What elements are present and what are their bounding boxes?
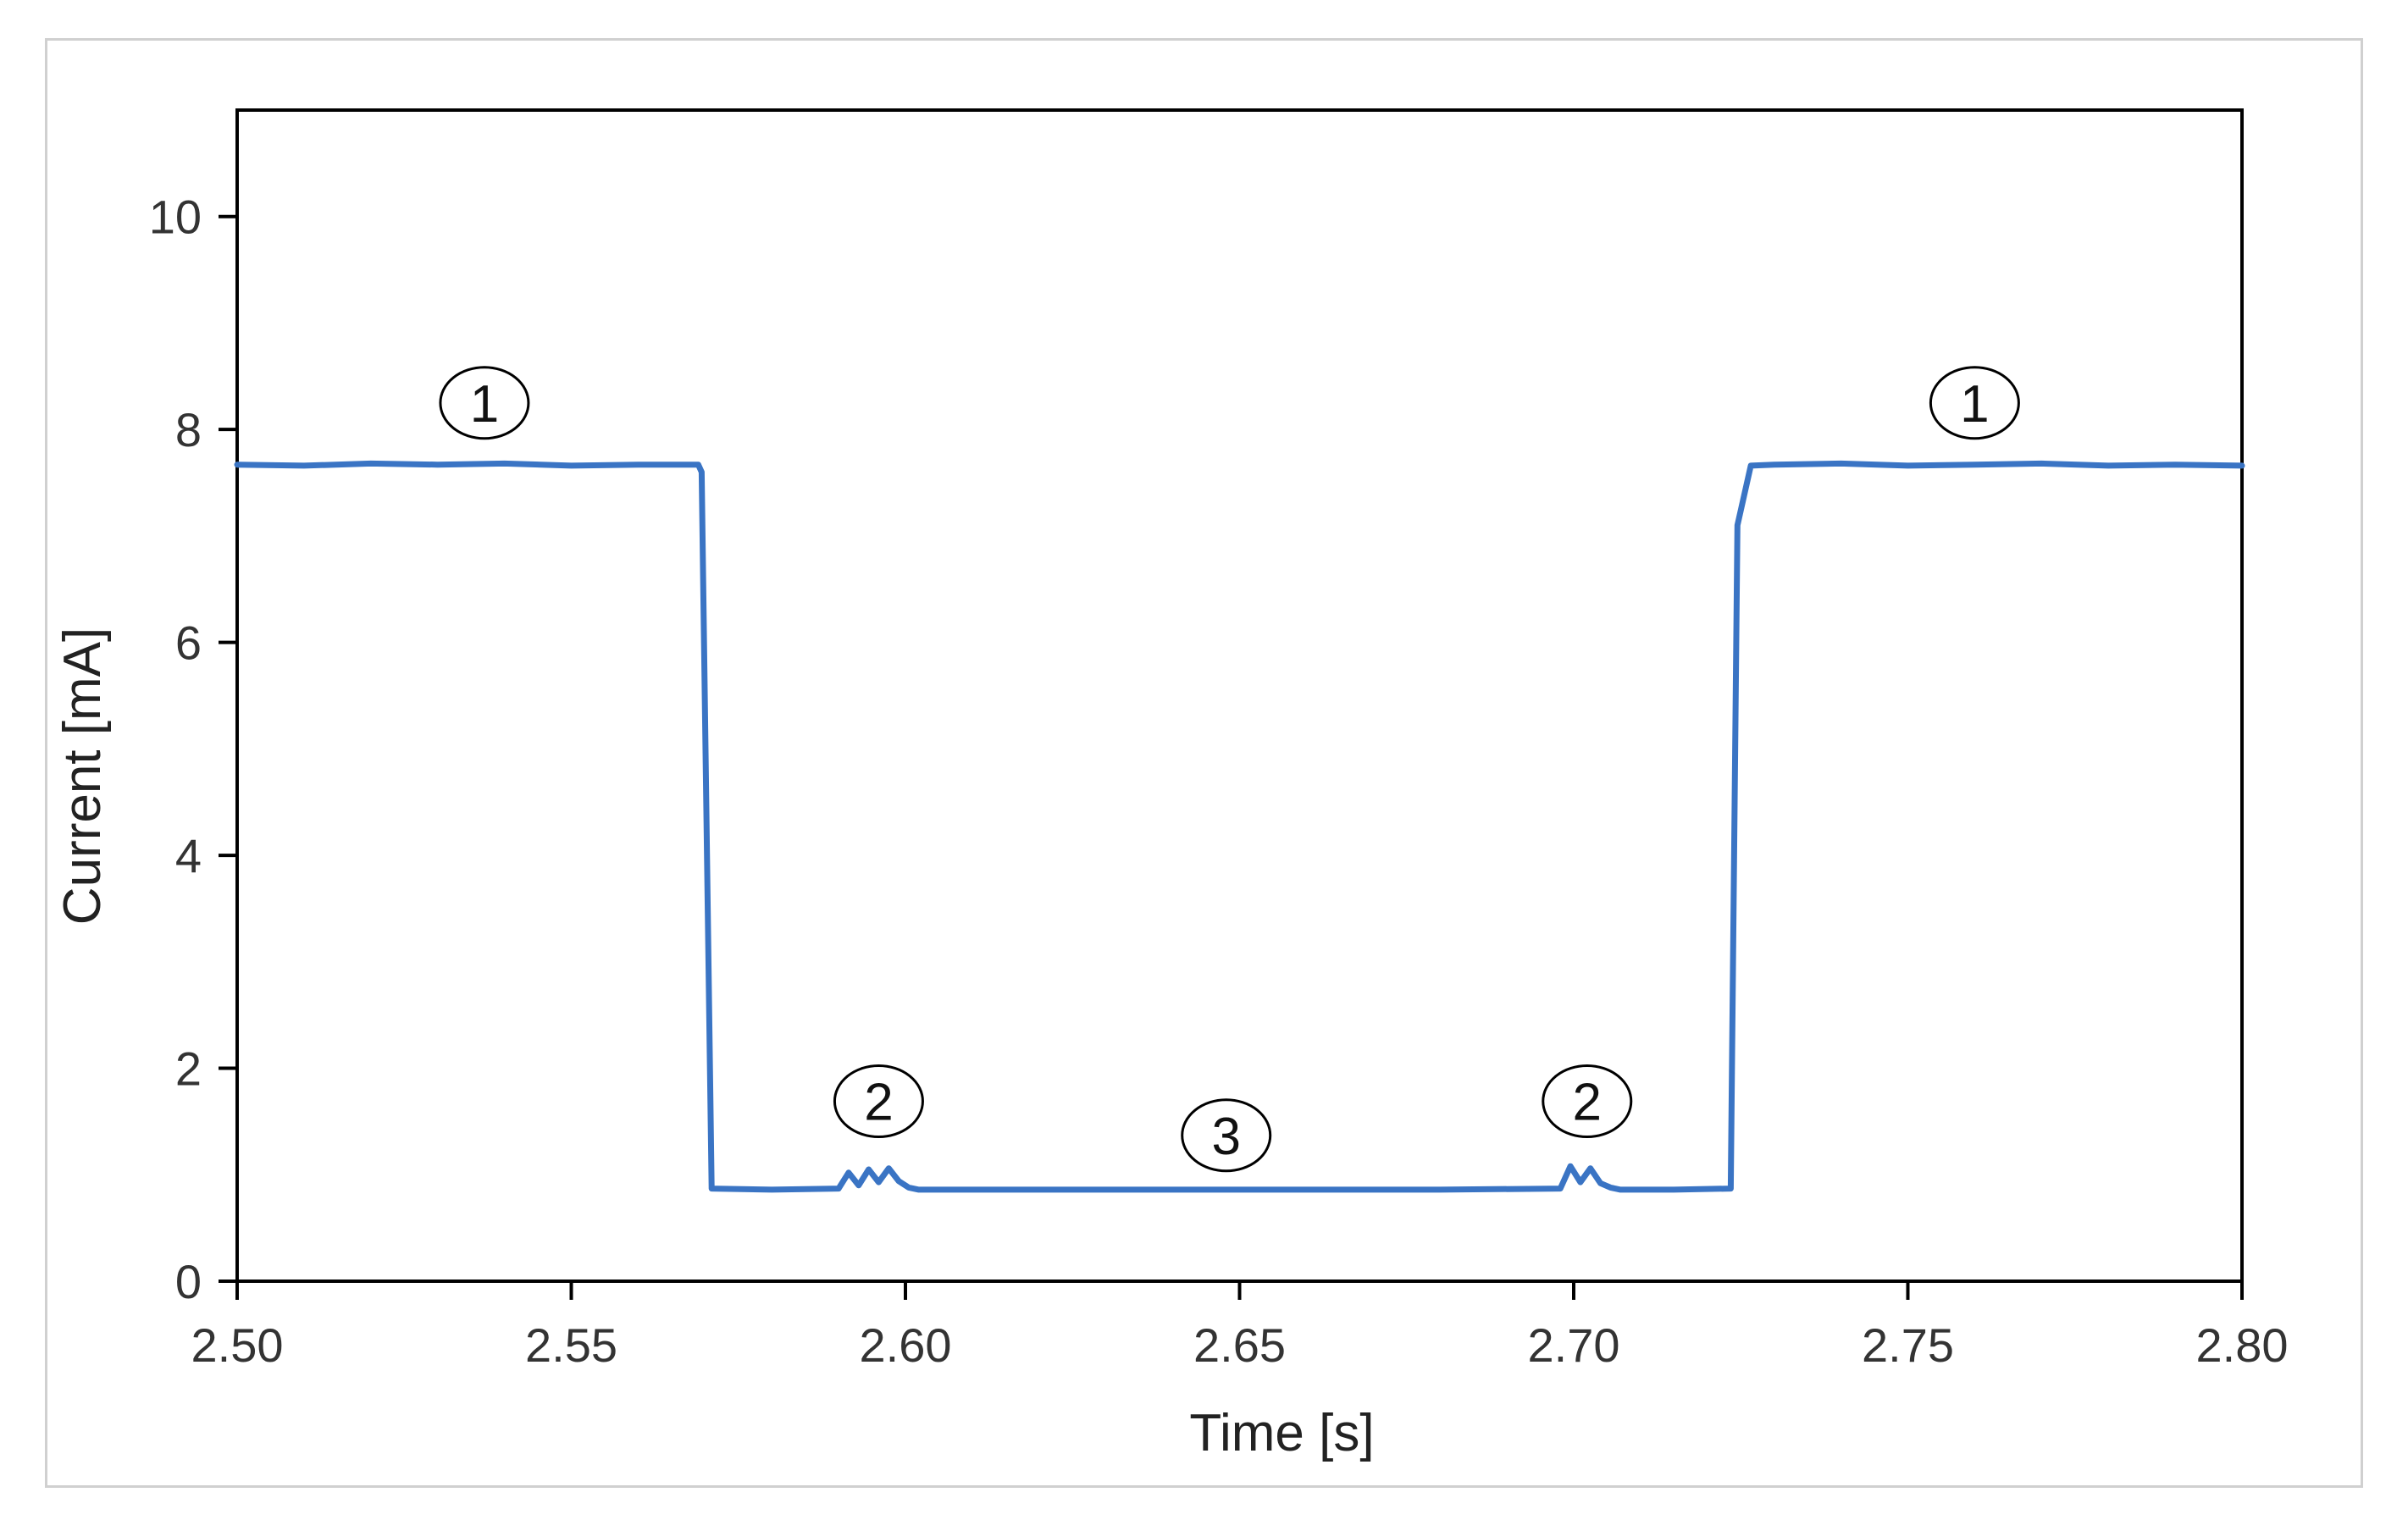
annotation-circle	[833, 1064, 924, 1139]
chart-frame	[45, 38, 2363, 1488]
annotation-marker: 2	[1542, 1064, 1633, 1139]
x-tick-label: 2.50	[191, 1318, 284, 1372]
annotation-circle	[1929, 366, 2020, 440]
axis-labels: Time [s] Current [mA]	[53, 627, 1375, 1462]
annotation-label: 2	[864, 1074, 893, 1132]
annotation-circle	[1181, 1098, 1272, 1173]
annotation-marker: 2	[833, 1064, 924, 1139]
annotation-label: 1	[1960, 375, 1989, 434]
x-axis-title: Time [s]	[1189, 1404, 1374, 1462]
x-tick-label: 2.80	[2196, 1318, 2289, 1372]
y-tick-label: 2	[175, 1042, 202, 1096]
annotation-marker: 3	[1181, 1098, 1272, 1173]
annotation-label: 1	[470, 375, 499, 434]
y-axis-title: Current [mA]	[53, 627, 112, 925]
annotation-marker: 1	[1929, 366, 2020, 440]
annotation-label: 2	[1573, 1074, 1602, 1132]
y-tick-label: 8	[175, 403, 202, 456]
annotation-circle	[439, 366, 530, 440]
x-tick-label: 2.70	[1528, 1318, 1620, 1372]
x-tick-label: 2.65	[1193, 1318, 1286, 1372]
series-group	[234, 460, 2245, 1193]
annotation-marker: 1	[439, 366, 530, 440]
annotation-circle	[1542, 1064, 1633, 1139]
series-line	[234, 460, 2245, 1193]
y-tick-label: 10	[149, 191, 202, 244]
axes: 0 2 4 6 8 10 2.50 2.55 2.60 2.65 2.70 2.75 2.80	[149, 108, 2289, 1372]
annotations: 1 2 3 2 1	[439, 366, 2020, 1173]
y-tick-label: 0	[175, 1255, 202, 1308]
x-tick-label: 2.55	[525, 1318, 617, 1372]
x-tick-label: 2.75	[1862, 1318, 1954, 1372]
y-tick-label: 6	[175, 616, 202, 670]
annotation-label: 3	[1211, 1108, 1240, 1166]
y-tick-label: 4	[175, 829, 202, 882]
x-tick-label: 2.60	[860, 1318, 952, 1372]
